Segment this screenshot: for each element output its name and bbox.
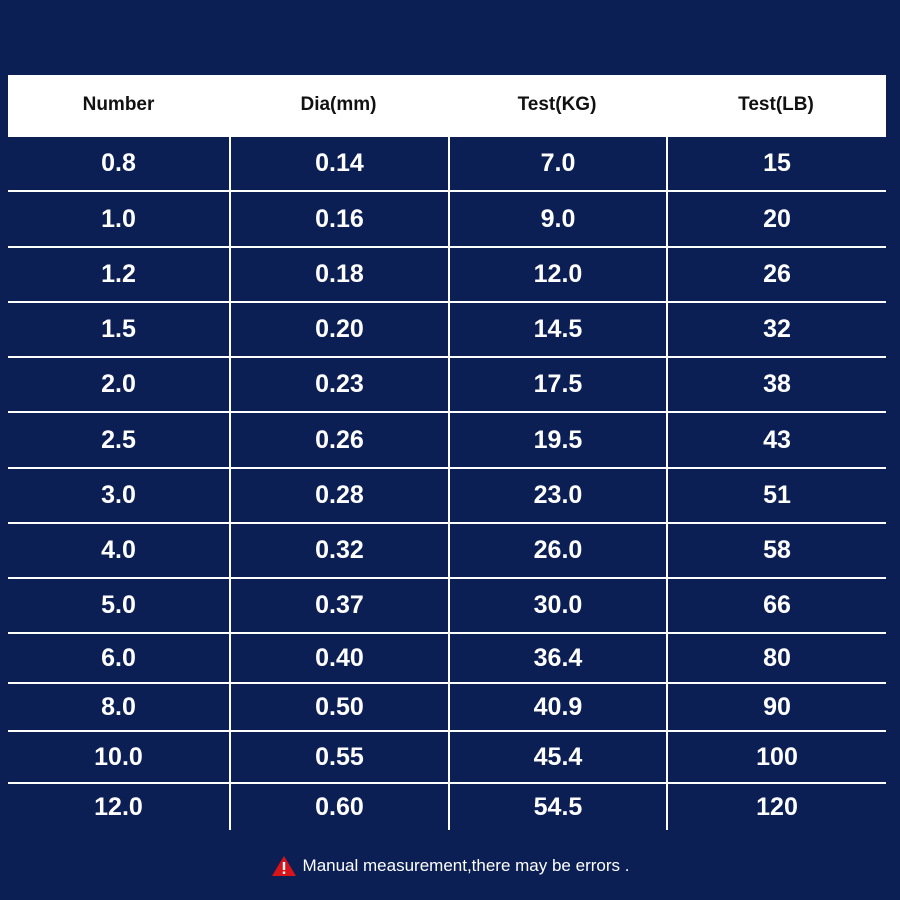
table-cell: 38 [668, 358, 886, 411]
table-cell: 6.0 [8, 634, 229, 682]
header-cell: Test(KG) [517, 94, 597, 115]
header-cell: Test(LB) [738, 94, 814, 115]
header-cell: Number [82, 94, 155, 115]
header-cell: Dia(mm) [300, 94, 377, 115]
table-cell: 0.23 [231, 358, 448, 411]
table-cell: 4.0 [8, 524, 229, 577]
table-cell: 0.37 [231, 579, 448, 632]
table-cell: 43 [668, 413, 886, 467]
table-cell: 54.5 [450, 784, 666, 830]
table-cell: 12.0 [450, 248, 666, 301]
table-cell: 45.4 [450, 732, 666, 782]
table-cell: 1.5 [8, 303, 229, 356]
table-cell: 26.0 [450, 524, 666, 577]
table-cell: 36.4 [450, 634, 666, 682]
warning-icon [271, 856, 296, 876]
note-text: Manual measurement,there may be errors . [302, 856, 630, 875]
table-cell: 2.0 [8, 358, 229, 411]
table-cell: 0.8 [8, 137, 229, 190]
table-cell: 8.0 [8, 684, 229, 730]
table-cell: 32 [668, 303, 886, 356]
table-cell: 120 [668, 784, 886, 830]
table-cell: 0.28 [231, 469, 448, 522]
table-cell: 5.0 [8, 579, 229, 632]
table-cell: 0.14 [231, 137, 448, 190]
table-cell: 2.5 [8, 413, 229, 467]
table-cell: 0.40 [231, 634, 448, 682]
table-cell: 19.5 [450, 413, 666, 467]
table-cell: 30.0 [450, 579, 666, 632]
spec-table: Number Dia(mm) Test(KG) Test(LB) 0.8 0.14 7.0 1… [8, 75, 886, 830]
table-cell: 0.50 [231, 684, 448, 730]
table-cell: 51 [668, 469, 886, 522]
table-cell: 10.0 [8, 732, 229, 782]
table-cell: 0.20 [231, 303, 448, 356]
table-cell: 58 [668, 524, 886, 577]
table-cell: 23.0 [450, 469, 666, 522]
table-cell: 66 [668, 579, 886, 632]
table-cell: 1.0 [8, 192, 229, 246]
table-cell: 15 [668, 137, 886, 190]
table-cell: 20 [668, 192, 886, 246]
table-cell: 0.16 [231, 192, 448, 246]
table-cell: 3.0 [8, 469, 229, 522]
table-cell: 40.9 [450, 684, 666, 730]
table-cell: 90 [668, 684, 886, 730]
table-cell: 0.55 [231, 732, 448, 782]
table-cell: 80 [668, 634, 886, 682]
table-cell: 0.32 [231, 524, 448, 577]
table-cell: 0.18 [231, 248, 448, 301]
table-cell: 7.0 [450, 137, 666, 190]
table-cell: 9.0 [450, 192, 666, 246]
table-cell: 12.0 [8, 784, 229, 830]
table-cell: 1.2 [8, 248, 229, 301]
table-cell: 14.5 [450, 303, 666, 356]
table-cell: 0.60 [231, 784, 448, 830]
table-cell: 100 [668, 732, 886, 782]
footnote: Manual measurement,there may be errors . [0, 855, 900, 877]
table-cell: 26 [668, 248, 886, 301]
table-cell: 0.26 [231, 413, 448, 467]
table-cell: 17.5 [450, 358, 666, 411]
